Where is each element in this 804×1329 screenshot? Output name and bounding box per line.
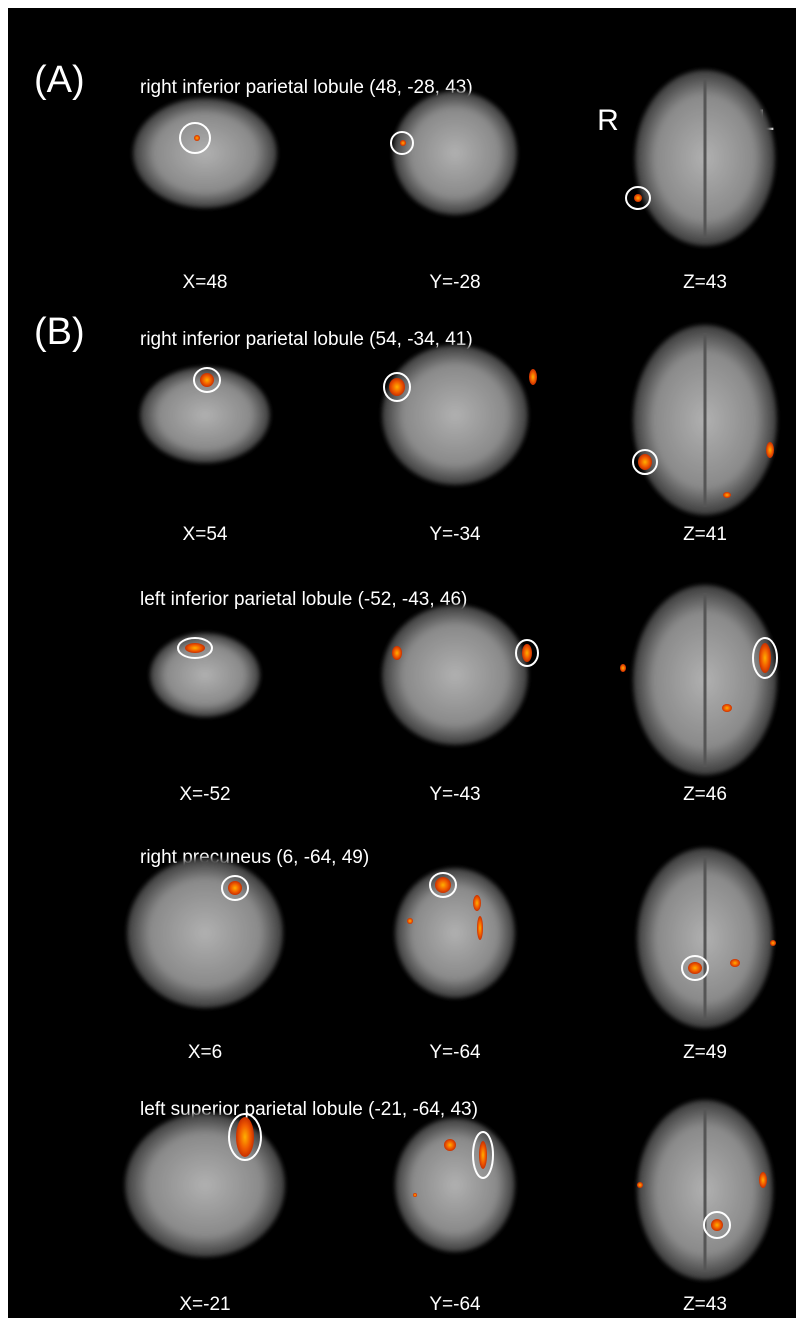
slice-label: X=-21 — [179, 1294, 230, 1315]
slice-label: X=54 — [183, 524, 228, 545]
brain-slice — [395, 1118, 515, 1252]
activation — [711, 1219, 723, 1231]
activation — [759, 1172, 767, 1188]
activation — [529, 369, 537, 385]
activation — [479, 1141, 487, 1169]
row-title: right inferior parietal lobule (54, -34,… — [140, 329, 473, 350]
activation — [473, 895, 481, 911]
brain-slice — [150, 633, 260, 717]
activation — [185, 643, 205, 653]
activation — [688, 962, 702, 974]
brain-slice — [133, 98, 277, 208]
brain-slice — [382, 345, 528, 485]
slice-label: X=6 — [188, 1042, 222, 1063]
slice-label: Y=-34 — [429, 524, 481, 545]
activation — [200, 373, 214, 387]
panel-label: (B) — [34, 311, 85, 353]
activation — [194, 135, 200, 141]
activation — [228, 881, 242, 895]
slice-label: Z=43 — [683, 1294, 727, 1315]
activation — [477, 916, 483, 940]
slice-label: Z=41 — [683, 524, 727, 545]
slice-label: Z=43 — [683, 272, 727, 293]
figure: R L (A)right inferior parietal lobule (4… — [0, 0, 804, 1329]
activation — [389, 378, 405, 396]
brain-slice — [382, 605, 528, 745]
slice-label: Y=-28 — [429, 272, 480, 293]
activation — [637, 1182, 643, 1188]
activation — [407, 918, 413, 924]
activation — [766, 442, 774, 458]
orientation-right: R — [597, 104, 619, 137]
activation — [723, 492, 731, 498]
activation — [620, 664, 626, 672]
activation — [759, 643, 771, 673]
activation — [770, 940, 776, 946]
activation — [522, 644, 532, 662]
brain-slice — [127, 858, 283, 1008]
activation — [413, 1193, 417, 1197]
slice-label: Y=-64 — [429, 1294, 481, 1315]
activation — [638, 454, 652, 470]
slice-label: Z=46 — [683, 784, 727, 805]
row-title: left inferior parietal lobule (-52, -43,… — [140, 589, 467, 610]
slice-label: X=-52 — [179, 784, 230, 805]
activation — [400, 140, 406, 146]
activation — [634, 194, 642, 202]
slice-label: Y=-64 — [429, 1042, 481, 1063]
activation — [392, 646, 402, 660]
panel-label: (A) — [34, 59, 85, 101]
activation — [730, 959, 740, 967]
brain-slice — [393, 91, 517, 215]
activation — [444, 1139, 456, 1151]
slice-label: Y=-43 — [429, 784, 480, 805]
slice-label: X=48 — [183, 272, 228, 293]
activation — [435, 877, 451, 893]
slice-label: Z=49 — [683, 1042, 727, 1063]
activation — [722, 704, 732, 712]
activation — [236, 1117, 254, 1157]
row-title: right inferior parietal lobule (48, -28,… — [140, 77, 473, 98]
